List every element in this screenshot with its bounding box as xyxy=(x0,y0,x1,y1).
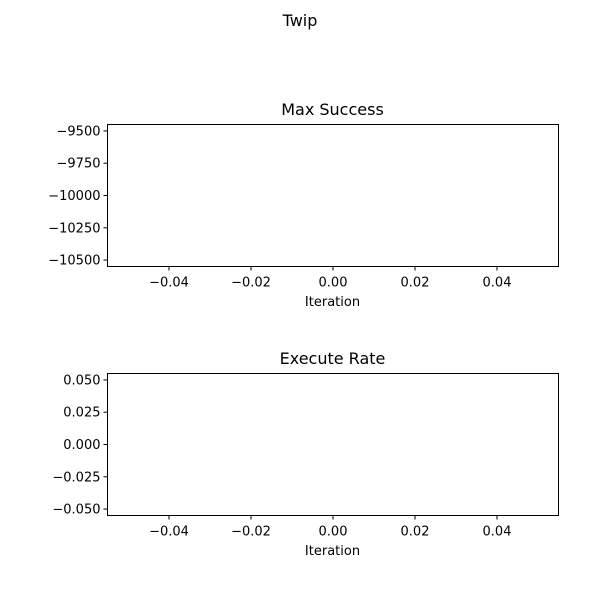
subplot-title: Execute Rate xyxy=(280,349,386,368)
y-tick-label: −0.050 xyxy=(52,503,100,518)
x-axis-label: Iteration xyxy=(305,295,360,310)
subplot-title: Max Success xyxy=(281,100,384,119)
y-tick-label: −10000 xyxy=(48,189,100,204)
y-tick-label: −9500 xyxy=(57,124,101,139)
y-tick-label: −10500 xyxy=(48,254,100,269)
figure-title: Twip xyxy=(282,11,318,30)
x-tick-label: 0.04 xyxy=(483,525,512,540)
x-axis-label: Iteration xyxy=(305,544,360,559)
x-tick-label: 0.02 xyxy=(401,525,430,540)
x-tick-label: 0.00 xyxy=(319,276,348,291)
x-tick-label: −0.04 xyxy=(149,525,189,540)
x-tick-label: −0.02 xyxy=(231,276,271,291)
y-tick-label: −10250 xyxy=(48,221,100,236)
y-tick-label: 0.025 xyxy=(63,406,100,421)
subplot-execute-rate: Execute Rate −0.04 −0.02 0.00 0.02 0.04 0.05… xyxy=(52,349,559,559)
x-tick-label: 0.00 xyxy=(319,525,348,540)
x-tick-label: −0.04 xyxy=(149,276,189,291)
y-axis-ticks: 0.050 0.025 0.000 −0.025 −0.050 xyxy=(52,373,108,518)
x-tick-label: 0.04 xyxy=(483,276,512,291)
y-axis-ticks: −9500 −9750 −10000 −10250 −10500 xyxy=(48,124,108,269)
x-tick-label: 0.02 xyxy=(401,276,430,291)
y-tick-label: 0.000 xyxy=(63,438,100,453)
y-tick-label: −0.025 xyxy=(52,470,100,485)
y-tick-label: −9750 xyxy=(57,157,101,172)
y-tick-label: 0.050 xyxy=(63,373,100,388)
x-axis-ticks: −0.04 −0.02 0.00 0.02 0.04 xyxy=(149,515,512,540)
x-axis-ticks: −0.04 −0.02 0.00 0.02 0.04 xyxy=(149,266,512,291)
x-tick-label: −0.02 xyxy=(231,525,271,540)
subplot-max-success: Max Success −0.04 −0.02 0.00 0.02 0.04 −9500… xyxy=(48,100,559,310)
